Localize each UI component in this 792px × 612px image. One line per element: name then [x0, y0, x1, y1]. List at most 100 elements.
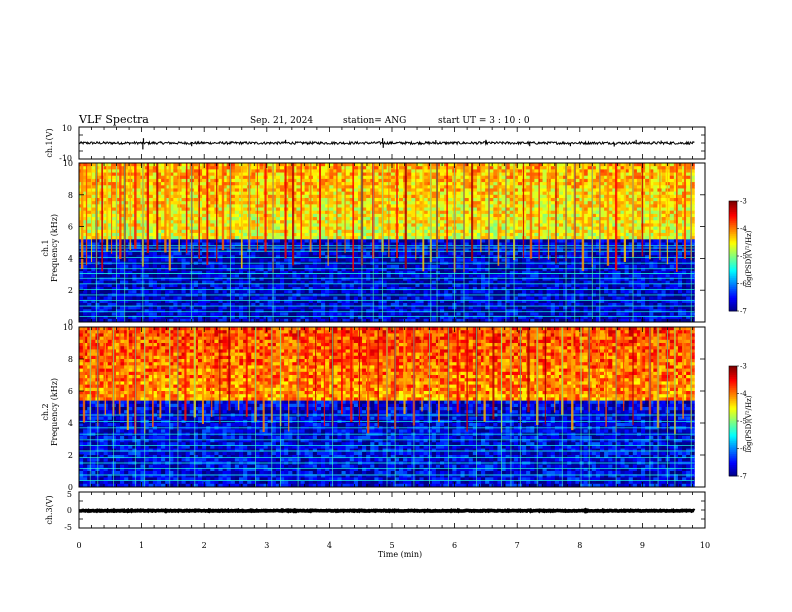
ch1-spectrogram-cell	[161, 312, 166, 317]
ch1-spectrogram-cell	[185, 258, 191, 262]
ch1-spectrogram-cell	[206, 178, 211, 183]
ch1-spectrogram-cell	[234, 274, 240, 278]
ch1-spectrogram-cell	[321, 255, 326, 259]
ch1-spectrogram-cell	[448, 280, 453, 285]
ch1-spectrogram-cell	[415, 299, 420, 304]
ch1-spectrogram-cell	[185, 204, 191, 208]
ch1-spectrogram-cell	[378, 296, 383, 301]
ch1-spectrogram-cell	[329, 185, 334, 189]
ch1-spectrogram-cell	[83, 312, 88, 317]
ch1-spectrogram-cell	[378, 290, 383, 294]
ch1-spectrogram-cell	[353, 188, 359, 193]
ch1-spectrogram-cell	[95, 191, 100, 196]
ch1-spectrogram-cell	[280, 172, 285, 177]
ch1-spectrogram-cell	[120, 271, 125, 275]
ch1-spectrogram-cell	[197, 264, 203, 269]
ch1-spectrogram-cell	[440, 172, 445, 177]
ch1-spectrogram-cell	[115, 223, 121, 227]
ch1-spectrogram-cell	[357, 229, 363, 234]
ch1-spectrogram-cell	[423, 178, 429, 183]
ch1-spectrogram-cell	[472, 204, 478, 208]
ch1-spectrogram-cell	[115, 204, 121, 208]
ch1-spectrogram-cell	[280, 296, 285, 301]
ch1-spectrogram-cell	[234, 172, 240, 177]
ch1-spectrogram-cell	[341, 166, 347, 170]
ch1-spectrogram-cell	[288, 201, 293, 205]
ch1-spectrogram-cell	[103, 296, 109, 301]
ch1-spectrogram-cell	[378, 277, 383, 282]
ch1-spectrogram-cell	[345, 306, 351, 310]
ch1-spectrogram-cell	[440, 207, 445, 212]
ch1-spectrogram-cell	[202, 201, 207, 205]
ch1-spectrogram-cell	[107, 245, 113, 250]
ch1-spectrogram-cell	[165, 312, 170, 317]
ch1-spectrogram-cell	[321, 299, 326, 304]
ch1-spectrogram-cell	[87, 172, 92, 177]
ch1-spectrogram-cell	[152, 299, 158, 304]
ch1-spectrogram-cell	[243, 239, 248, 243]
ch1-spectrogram-cell	[165, 223, 170, 227]
ch1-spectrogram-cell	[415, 232, 420, 237]
ch1-spectrogram-cell	[148, 309, 154, 313]
ch1-spectrogram-cell	[173, 290, 178, 294]
ch1-spectrogram-cell	[165, 306, 170, 310]
ch1-spectrogram-cell	[210, 229, 215, 234]
ch1-spectrogram-cell	[185, 312, 191, 317]
ch1-spectrogram-cell	[386, 258, 392, 262]
ch1-spectrogram-cell	[107, 207, 113, 212]
ch1-spectrogram-cell	[321, 252, 326, 256]
ch1-spectrogram-cell	[226, 280, 232, 285]
ch1-spectrogram-cell	[255, 312, 260, 317]
ch1-spectrogram-cell	[271, 318, 277, 323]
ch1-spectrogram-cell	[144, 299, 150, 304]
ch1-spectrogram-cell	[79, 274, 84, 278]
ch1-spectrogram-cell	[300, 175, 306, 180]
ch1-spectrogram-cell	[312, 229, 318, 234]
ch1-spectrogram-cell	[423, 169, 429, 173]
ch1-spectrogram-cell	[280, 315, 285, 320]
ch1-spectrogram-cell	[349, 242, 355, 247]
ch1-spectrogram-cell	[115, 267, 121, 272]
ch1-spectrogram-cell	[456, 296, 461, 301]
ch1-spectrogram-cell	[345, 277, 351, 282]
ch1-spectrogram-cell	[218, 296, 223, 301]
ch1-spectrogram-cell	[161, 232, 166, 237]
ch1-spectrogram-cell	[259, 204, 265, 208]
ch1-spectrogram-cell	[288, 312, 293, 317]
ch1-spectrogram-cell	[83, 267, 88, 272]
ch1-spectrogram-cell	[165, 210, 170, 215]
ch1-spectrogram-cell	[87, 296, 92, 301]
ch1-spectrogram-cell	[398, 277, 404, 282]
ch1-spectrogram-cell	[255, 267, 260, 272]
ch1-spectrogram-cell	[230, 226, 236, 231]
ch1-spectrogram-cell	[280, 178, 285, 183]
ch1-spectrogram-cell	[325, 213, 330, 218]
ch1-spectrogram-cell	[415, 271, 420, 275]
ch1-spectrogram-cell	[91, 299, 96, 304]
ch1-spectrogram-cell	[226, 239, 232, 243]
ch1-spectrogram-cell	[353, 277, 359, 282]
ch1-spectrogram-cell	[87, 309, 92, 313]
ch1-spectrogram-cell	[329, 236, 334, 240]
ch1-spectrogram-cell	[99, 312, 105, 317]
ch1-spectrogram-cell	[440, 315, 445, 320]
ch1-spectrogram-cell	[169, 207, 174, 212]
ch1-spectrogram-cell	[292, 188, 297, 193]
ch1-spectrogram-cell	[333, 220, 338, 224]
ch1-spectrogram-cell	[226, 232, 232, 237]
ch1-spectrogram-cell	[337, 185, 342, 189]
ch1-spectrogram-cell	[440, 236, 445, 240]
ch1-spectrogram-cell	[357, 315, 363, 320]
ch1-spectrogram-cell	[91, 182, 96, 186]
ch1-spectrogram-cell	[169, 201, 174, 205]
ch1-spectrogram-cell	[144, 309, 150, 313]
ch1-spectrogram-cell	[460, 242, 466, 247]
ch1-spectrogram-cell	[185, 267, 191, 272]
ch1-spectrogram-cell	[284, 280, 289, 285]
ch1-spectrogram-cell	[95, 312, 100, 317]
ch1-spectrogram-cell	[390, 277, 396, 282]
ch1-spectrogram-cell	[362, 223, 367, 227]
ch1-spectrogram-cell	[345, 290, 351, 294]
ch1-spectrogram-cell	[464, 274, 470, 278]
ch1-spectrogram-cell	[185, 232, 191, 237]
